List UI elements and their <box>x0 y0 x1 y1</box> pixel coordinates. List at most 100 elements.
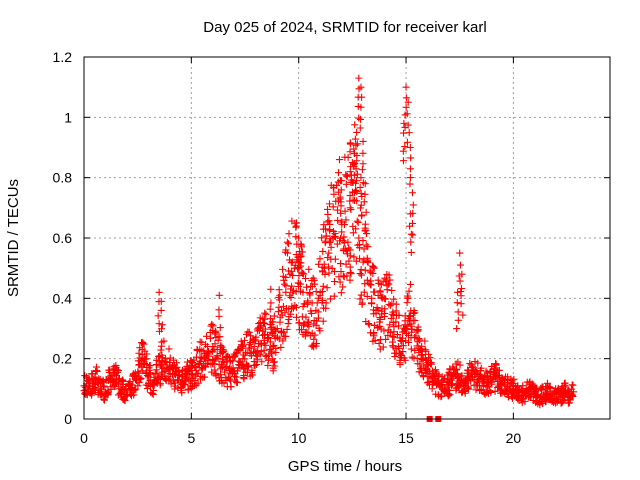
data-point <box>370 288 378 296</box>
data-point <box>257 348 265 356</box>
data-point <box>215 306 223 314</box>
data-point <box>491 387 499 395</box>
data-point <box>492 360 500 368</box>
data-point <box>338 228 346 236</box>
data-point <box>484 389 492 397</box>
data-point <box>374 306 382 314</box>
data-point <box>158 338 166 346</box>
data-point <box>369 337 377 345</box>
data-point <box>337 209 345 217</box>
data-points <box>80 74 578 422</box>
data-point <box>375 339 383 347</box>
data-point <box>227 383 235 391</box>
data-point <box>303 283 311 291</box>
data-point <box>343 172 351 180</box>
data-point <box>346 276 354 284</box>
data-point <box>326 295 334 303</box>
data-point <box>498 389 506 397</box>
data-point <box>331 230 339 238</box>
data-point <box>318 234 326 242</box>
data-point <box>266 338 274 346</box>
data-point <box>295 234 303 242</box>
data-point <box>381 305 389 313</box>
data-point <box>113 366 121 374</box>
data-point <box>446 375 454 383</box>
data-point <box>469 363 477 371</box>
data-point <box>241 355 249 363</box>
data-point <box>305 265 313 273</box>
data-point <box>400 119 408 127</box>
data-point <box>457 285 465 293</box>
data-point <box>445 386 453 394</box>
data-point <box>565 399 573 407</box>
data-point <box>136 357 144 365</box>
data-point <box>456 361 464 369</box>
data-point <box>297 262 305 270</box>
data-point <box>249 335 257 343</box>
y-tick-label: 1 <box>64 109 72 125</box>
data-point <box>217 365 225 373</box>
data-point <box>283 249 291 257</box>
data-point <box>158 325 166 333</box>
data-point <box>210 360 218 368</box>
data-point <box>497 380 505 388</box>
data-point <box>154 312 162 320</box>
data-point <box>561 379 569 387</box>
data-point <box>307 307 315 315</box>
data-point <box>352 141 360 149</box>
data-point <box>403 110 411 118</box>
data-point <box>407 307 415 315</box>
data-point <box>319 317 327 325</box>
y-tick-label: 0.2 <box>53 351 73 367</box>
data-point <box>321 225 329 233</box>
data-point <box>392 318 400 326</box>
data-point <box>81 390 89 398</box>
data-point <box>217 373 225 381</box>
data-point <box>351 150 359 158</box>
data-point <box>403 138 411 146</box>
data-point <box>346 263 354 271</box>
data-point <box>392 300 400 308</box>
data-point <box>256 314 264 322</box>
data-point <box>347 206 355 214</box>
data-point <box>237 337 245 345</box>
data-point <box>219 349 227 357</box>
data-point <box>357 291 365 299</box>
data-point <box>252 333 260 341</box>
data-point <box>400 129 408 137</box>
y-axis-ticks: 0 0.2 0.4 0.6 0.8 1 1.2 <box>53 49 610 427</box>
data-point <box>376 288 384 296</box>
data-point <box>266 345 274 353</box>
data-point <box>353 128 361 136</box>
data-point <box>291 301 299 309</box>
data-point <box>407 345 415 353</box>
data-point <box>260 339 268 347</box>
data-point <box>239 341 247 349</box>
data-point <box>188 371 196 379</box>
data-point <box>370 332 378 340</box>
data-point <box>218 363 226 371</box>
data-point <box>456 277 464 285</box>
data-point <box>342 260 350 268</box>
data-point <box>219 347 227 355</box>
data-point <box>197 372 205 380</box>
data-point <box>119 380 127 388</box>
data-point <box>148 389 156 397</box>
data-point <box>346 148 354 156</box>
data-point <box>318 288 326 296</box>
data-point <box>365 279 373 287</box>
data-point <box>395 322 403 330</box>
data-point <box>429 378 437 386</box>
data-point <box>226 358 234 366</box>
data-point <box>356 295 364 303</box>
data-point <box>241 336 249 344</box>
data-point <box>416 336 424 344</box>
data-point <box>316 327 324 335</box>
data-point <box>326 227 334 235</box>
data-point <box>357 103 365 111</box>
data-point <box>413 354 421 362</box>
data-point <box>566 392 574 400</box>
data-point <box>358 299 366 307</box>
data-point <box>359 237 367 245</box>
data-point <box>406 144 414 151</box>
